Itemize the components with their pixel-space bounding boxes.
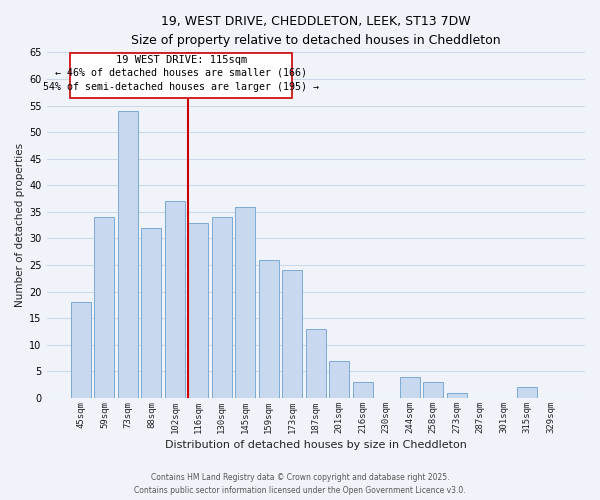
Bar bbox=[71, 302, 91, 398]
Bar bbox=[212, 217, 232, 398]
Bar bbox=[517, 388, 537, 398]
Bar bbox=[423, 382, 443, 398]
Bar bbox=[329, 361, 349, 398]
Bar bbox=[142, 228, 161, 398]
Bar bbox=[283, 270, 302, 398]
Text: Contains HM Land Registry data © Crown copyright and database right 2025.
Contai: Contains HM Land Registry data © Crown c… bbox=[134, 474, 466, 495]
Bar bbox=[235, 206, 256, 398]
FancyBboxPatch shape bbox=[70, 54, 292, 98]
Y-axis label: Number of detached properties: Number of detached properties bbox=[15, 143, 25, 307]
Bar bbox=[306, 329, 326, 398]
Text: 54% of semi-detached houses are larger (195) →: 54% of semi-detached houses are larger (… bbox=[43, 82, 319, 92]
Bar bbox=[259, 260, 279, 398]
Title: 19, WEST DRIVE, CHEDDLETON, LEEK, ST13 7DW
Size of property relative to detached: 19, WEST DRIVE, CHEDDLETON, LEEK, ST13 7… bbox=[131, 15, 500, 47]
Bar bbox=[165, 201, 185, 398]
Bar bbox=[118, 111, 138, 398]
Bar bbox=[188, 222, 208, 398]
Text: 19 WEST DRIVE: 115sqm: 19 WEST DRIVE: 115sqm bbox=[116, 56, 247, 66]
Bar bbox=[94, 217, 115, 398]
Bar bbox=[446, 392, 467, 398]
Bar bbox=[400, 377, 419, 398]
X-axis label: Distribution of detached houses by size in Cheddleton: Distribution of detached houses by size … bbox=[165, 440, 467, 450]
Bar bbox=[353, 382, 373, 398]
Text: ← 46% of detached houses are smaller (166): ← 46% of detached houses are smaller (16… bbox=[55, 68, 307, 78]
